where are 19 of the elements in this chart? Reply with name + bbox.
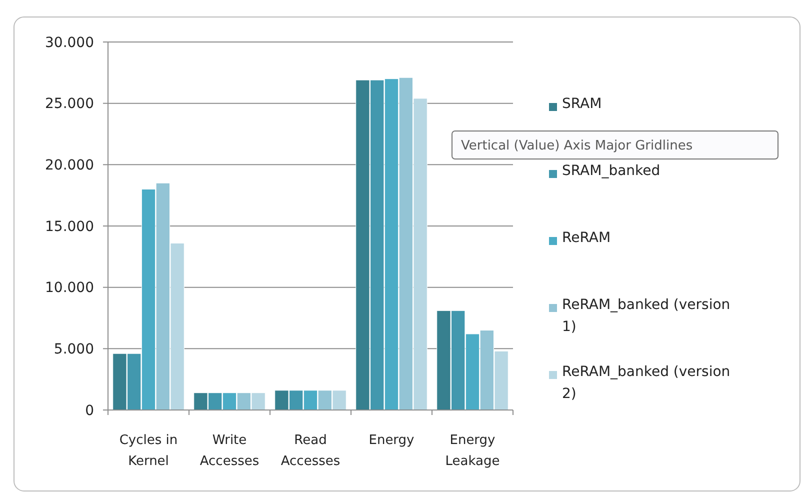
x-tick-label: Energy bbox=[368, 433, 415, 448]
y-tick-label: 20.000 bbox=[45, 158, 94, 174]
legend-label: ReRAM bbox=[562, 230, 611, 246]
tooltip-box: Vertical (Value) Axis Major Gridlines bbox=[452, 130, 778, 160]
y-tick-label: 10.000 bbox=[45, 280, 94, 296]
legend-label: SRAM bbox=[562, 96, 602, 112]
annotation: Vertical (Value) Axis Major Gridlines bbox=[461, 138, 693, 154]
legend-label: SRAM_banked bbox=[562, 163, 660, 179]
x-tick-label: Read Accesses bbox=[280, 433, 340, 469]
x-tick-label: Cycles in Kernel bbox=[119, 433, 178, 469]
y-tick-label: 5.000 bbox=[54, 342, 94, 358]
x-tick-label: Write Accesses bbox=[200, 433, 260, 469]
y-tick-label: 15.000 bbox=[45, 218, 94, 235]
legend-label: ReRAM_banked (version 1) bbox=[562, 297, 730, 335]
y-tick-label: 0 bbox=[85, 402, 94, 419]
x-tick-label: Energy Leakage bbox=[445, 433, 500, 469]
legend-label: ReRAM_banked (version 2) bbox=[562, 364, 730, 402]
y-tick-label: 25.000 bbox=[45, 96, 94, 112]
y-tick-label: 30.000 bbox=[45, 34, 94, 51]
